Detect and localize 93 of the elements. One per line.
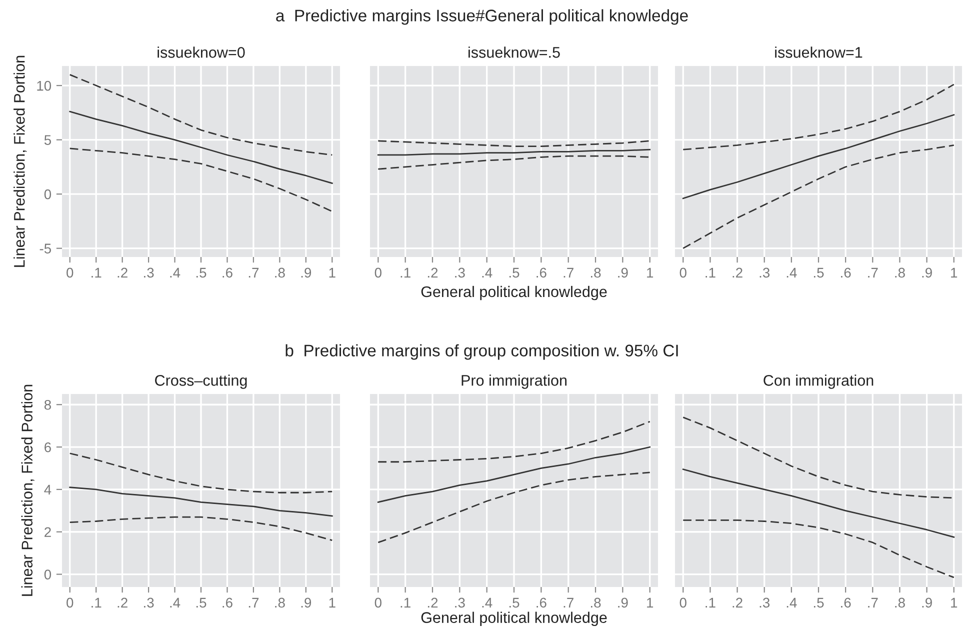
x-tick-label: .4 bbox=[482, 268, 492, 278]
x-tick-label: .2 bbox=[732, 598, 742, 608]
x-tick-label: .6 bbox=[536, 268, 546, 278]
x-axis-title: General political knowledge bbox=[421, 612, 607, 626]
x-tick-label: .5 bbox=[814, 268, 824, 278]
x-tick-label: .5 bbox=[814, 598, 824, 608]
chart-title: issueknow=.5 bbox=[468, 46, 560, 58]
x-tick-label: .6 bbox=[222, 268, 232, 278]
x-tick-label: .8 bbox=[590, 598, 601, 608]
x-axis-title: General political knowledge bbox=[421, 286, 607, 300]
x-tick-label: .7 bbox=[868, 268, 878, 278]
y-axis-title: Linear Prediction, Fixed Portion bbox=[14, 56, 27, 267]
text: a Predictive margins Issue#General political knowledge bbox=[276, 9, 688, 25]
x-tick-label: .9 bbox=[618, 268, 628, 278]
line-series bbox=[69, 516, 333, 542]
line-series bbox=[69, 110, 333, 184]
x-tick-label: .4 bbox=[786, 268, 797, 278]
y-tick-label: 0 bbox=[44, 570, 52, 580]
x-tick-label: .2 bbox=[732, 268, 742, 278]
x-tick-label: .8 bbox=[895, 268, 905, 278]
x-tick-label: 0 bbox=[374, 598, 382, 608]
x-tick-label: .9 bbox=[301, 598, 312, 608]
x-tick-label: .5 bbox=[196, 598, 206, 608]
y-tick-label: -5 bbox=[40, 244, 51, 254]
x-tick-label: .9 bbox=[922, 598, 932, 608]
x-tick-label: .1 bbox=[92, 268, 102, 278]
line-series bbox=[69, 148, 333, 212]
x-tick-label: 0 bbox=[680, 598, 686, 608]
x-tick-label: 1 bbox=[647, 598, 654, 608]
y-tick-label: 5 bbox=[44, 135, 51, 145]
chart-title: Cross–cutting bbox=[155, 374, 247, 389]
x-tick-label: .6 bbox=[536, 598, 546, 608]
x-tick-label: .1 bbox=[706, 268, 716, 278]
x-tick-label: 0 bbox=[66, 268, 74, 278]
x-tick-label: .8 bbox=[275, 598, 285, 608]
y-tick-label: 6 bbox=[44, 442, 51, 452]
x-tick-label: .9 bbox=[922, 268, 932, 278]
x-tick-label: .3 bbox=[760, 598, 770, 608]
x-tick-label: .8 bbox=[895, 598, 905, 608]
x-tick-label: .7 bbox=[564, 268, 574, 278]
x-tick-label: .2 bbox=[428, 268, 438, 278]
x-tick-label: .9 bbox=[301, 268, 312, 278]
x-tick-label: .3 bbox=[455, 268, 465, 278]
x-tick-label: .7 bbox=[248, 268, 259, 278]
x-tick-label: .5 bbox=[509, 268, 520, 278]
y-tick-label: 0 bbox=[44, 189, 52, 200]
x-tick-label: .3 bbox=[144, 268, 154, 278]
x-tick-label: 1 bbox=[647, 268, 654, 278]
y-tick-label: 2 bbox=[44, 527, 51, 537]
x-tick-label: .7 bbox=[868, 598, 878, 608]
x-tick-label: .1 bbox=[400, 268, 410, 278]
chart-title: issueknow=0 bbox=[158, 46, 245, 58]
x-tick-label: .4 bbox=[170, 598, 180, 608]
x-tick-label: .5 bbox=[509, 598, 520, 608]
x-tick-label: 1 bbox=[329, 268, 336, 278]
x-tick-label: .9 bbox=[618, 598, 628, 608]
x-tick-label: .2 bbox=[118, 268, 128, 278]
x-tick-label: .1 bbox=[706, 598, 716, 608]
x-tick-label: .8 bbox=[275, 268, 285, 278]
x-tick-label: 1 bbox=[951, 598, 958, 608]
x-tick-label: .3 bbox=[455, 598, 465, 608]
line-series bbox=[69, 486, 333, 517]
x-tick-label: .8 bbox=[590, 268, 601, 278]
x-tick-label: 0 bbox=[374, 268, 382, 278]
x-tick-label: .7 bbox=[248, 598, 259, 608]
x-tick-label: .1 bbox=[400, 598, 410, 608]
x-tick-label: .6 bbox=[222, 598, 232, 608]
x-tick-label: .2 bbox=[118, 598, 128, 608]
chart-title: Con immigration bbox=[764, 374, 874, 389]
y-tick-label: 8 bbox=[44, 400, 51, 410]
y-tick-label: 10 bbox=[37, 80, 52, 91]
x-tick-label: 0 bbox=[680, 268, 686, 278]
x-tick-label: 1 bbox=[329, 598, 336, 608]
x-tick-label: .4 bbox=[786, 598, 797, 608]
x-tick-label: .4 bbox=[170, 268, 180, 278]
y-tick-label: 4 bbox=[44, 484, 52, 494]
x-tick-label: .3 bbox=[144, 598, 154, 608]
y-axis-title: Linear Prediction, Fixed Portion bbox=[21, 384, 34, 596]
x-tick-label: .3 bbox=[760, 268, 770, 278]
x-tick-label: 1 bbox=[951, 268, 958, 278]
x-tick-label: 0 bbox=[66, 598, 74, 608]
text: b Predictive margins of group composition w. 95% CI bbox=[286, 344, 678, 360]
x-tick-label: .5 bbox=[196, 268, 206, 278]
line-series bbox=[69, 74, 333, 156]
x-tick-label: .6 bbox=[841, 268, 851, 278]
x-tick-label: .1 bbox=[92, 598, 102, 608]
chart-title: Pro immigration bbox=[462, 374, 566, 389]
chart-title: issueknow=1 bbox=[775, 46, 862, 58]
x-tick-label: .7 bbox=[564, 598, 574, 608]
x-tick-label: .2 bbox=[428, 598, 438, 608]
line-series bbox=[69, 452, 333, 494]
x-tick-label: .4 bbox=[482, 598, 492, 608]
x-tick-label: .6 bbox=[841, 598, 851, 608]
